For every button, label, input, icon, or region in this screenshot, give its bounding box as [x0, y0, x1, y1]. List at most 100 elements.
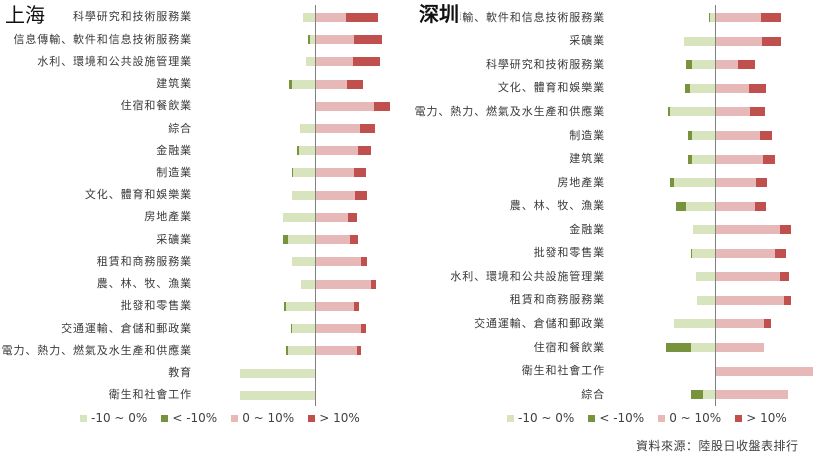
bar-segment-below-minus10 — [691, 248, 693, 258]
bar-segment-minus10-0 — [240, 368, 315, 378]
legend-item-above-10: > 10% — [735, 411, 787, 425]
category-label: 租賃和商務服務業 — [509, 293, 605, 307]
category-label: 信息傳輸、軟件和信息技術服務業 — [13, 32, 192, 46]
category-label: 金融業 — [156, 143, 192, 157]
bar-segment-above-10 — [359, 124, 375, 133]
bar-segment-above-10 — [348, 212, 358, 222]
legend-label: > 10% — [319, 411, 360, 425]
bar-segment-0-10 — [315, 235, 350, 245]
bar-segment-above-10 — [750, 107, 765, 117]
legend-item-0-10: 0 ~ 10% — [231, 411, 294, 425]
bar-segment-above-10 — [353, 301, 359, 311]
bar-segment-0-10 — [715, 131, 760, 140]
category-label: 交通運輸、倉儲和郵政業 — [474, 316, 605, 330]
bar-segment-minus10-0 — [692, 248, 715, 258]
bar-segment-below-minus10 — [307, 35, 310, 45]
chart-title-shanghai: 上海 — [5, 3, 46, 27]
bar-segment-0-10 — [315, 324, 361, 334]
bar-segment-above-10 — [755, 178, 768, 188]
bar-segment-below-minus10 — [669, 178, 675, 188]
bar-segment-above-10 — [352, 57, 381, 67]
data-source-note: 資料來源：陸股日收盤表排行 — [636, 439, 799, 453]
legend-label: 0 ~ 10% — [669, 411, 722, 425]
bar-segment-above-10 — [759, 131, 773, 140]
category-label: 房地產業 — [557, 175, 605, 189]
legend-item-below-minus10: < -10% — [588, 411, 644, 425]
bar-segment-above-10 — [374, 101, 390, 111]
bar-segment-above-10 — [371, 279, 377, 289]
category-label: 農、林、牧、漁業 — [509, 199, 605, 213]
chart-title-shenzhen: 深圳 — [419, 2, 460, 26]
category-label: 教育 — [168, 366, 192, 380]
legend-item-minus10-0: -10 ~ 0% — [80, 411, 147, 425]
category-label: 房地產業 — [144, 210, 192, 224]
legend-swatch-dark-green — [161, 414, 169, 422]
bar-segment-0-10 — [715, 154, 763, 164]
category-label: 綜合 — [168, 121, 192, 135]
bar-segment-0-10 — [315, 279, 372, 289]
bar-segment-0-10 — [315, 124, 360, 133]
bar-segment-minus10-0 — [692, 131, 715, 140]
legend-swatch-red — [735, 414, 743, 422]
bar-segment-minus10-0 — [693, 225, 715, 235]
bar-segment-0-10 — [315, 101, 375, 111]
category-label: 采礦業 — [156, 232, 192, 246]
bar-segment-minus10-0 — [302, 12, 315, 22]
bar-segment-above-10 — [346, 79, 364, 89]
legend-item-below-minus10: < -10% — [161, 411, 217, 425]
category-label: 制造業 — [569, 128, 605, 142]
bar-segment-minus10-0 — [702, 390, 715, 400]
bar-segment-0-10 — [715, 272, 780, 282]
bar-segment-0-10 — [715, 248, 776, 258]
category-label: 科學研究和技術服務業 — [486, 57, 605, 71]
legend-swatch-pink — [658, 414, 666, 422]
bar-segment-below-minus10 — [666, 343, 691, 353]
bar-segment-above-10 — [762, 154, 775, 164]
bar-segment-above-10 — [779, 225, 791, 235]
category-label: 綜合 — [581, 387, 605, 401]
bar-segment-0-10 — [715, 319, 764, 329]
bar-segment-minus10-0 — [287, 346, 315, 356]
legend-item-0-10: 0 ~ 10% — [658, 411, 721, 425]
bar-segment-0-10 — [315, 168, 354, 178]
bar-segment-minus10-0 — [692, 154, 715, 164]
bar-segment-above-10 — [761, 36, 782, 46]
bar-segment-above-10 — [783, 295, 791, 305]
bar-segment-minus10-0 — [697, 295, 715, 305]
bar-segment-minus10-0 — [309, 35, 315, 45]
bar-segment-0-10 — [715, 60, 738, 70]
legend-swatch-dark-green — [588, 414, 596, 422]
bar-segment-below-minus10 — [675, 201, 686, 211]
bar-segment-0-10 — [315, 79, 347, 89]
bar-segment-minus10-0 — [690, 343, 715, 353]
bar-segment-minus10-0 — [300, 124, 315, 133]
bar-segment-0-10 — [315, 57, 353, 67]
legend-shenzhen: -10 ~ 0% < -10% 0 ~ 10% > 10% — [507, 410, 801, 426]
category-label: 水利、環境和公共設施管理業 — [450, 269, 605, 283]
bar-segment-minus10-0 — [710, 13, 715, 23]
bar-segment-0-10 — [715, 366, 813, 376]
legend-label: > 10% — [746, 411, 787, 425]
bar-segment-0-10 — [715, 295, 784, 305]
bar-segment-below-minus10 — [685, 83, 690, 93]
bar-segment-0-10 — [715, 390, 788, 400]
bar-segment-0-10 — [315, 190, 355, 200]
legend-swatch-light-green — [507, 414, 514, 422]
bar-segment-minus10-0 — [287, 235, 315, 245]
bar-segment-above-10 — [761, 13, 782, 23]
bar-segment-minus10-0 — [692, 60, 715, 70]
bar-segment-minus10-0 — [283, 212, 315, 222]
bar-segment-above-10 — [353, 35, 383, 45]
category-label: 科學研究和技術服務業 — [73, 10, 192, 24]
bar-segment-minus10-0 — [291, 190, 315, 200]
category-label: 住宿和餐飲業 — [120, 99, 192, 113]
category-label: 衛生和社會工作 — [108, 388, 192, 402]
bar-segment-0-10 — [715, 343, 764, 353]
legend-swatch-pink — [231, 414, 239, 422]
bar-segment-minus10-0 — [293, 168, 315, 178]
zero-axis-line — [315, 5, 316, 406]
bar-segment-minus10-0 — [285, 301, 315, 311]
bar-segment-below-minus10 — [283, 235, 288, 245]
bar-segment-0-10 — [715, 107, 751, 117]
legend-label: -10 ~ 0% — [518, 411, 575, 425]
